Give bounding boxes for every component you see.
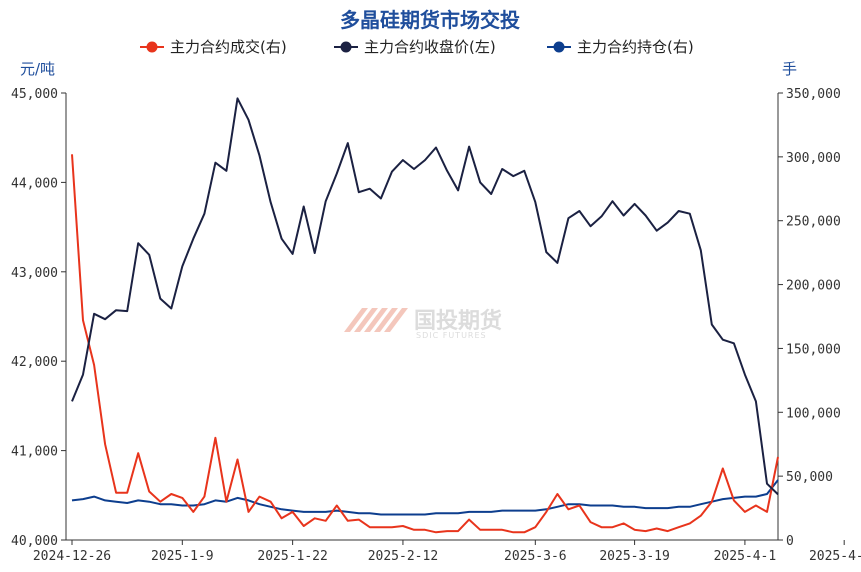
axes: 40,000 41,000 42,000 43,000 44,000 45,000 0 50,… <box>11 87 861 564</box>
x-tick-label: 2025-4-15 <box>809 549 861 564</box>
right-tick-label: 200,000 <box>786 279 841 294</box>
legend-item-close[interactable]: 主力合约收盘价(左) <box>334 38 496 56</box>
series-line-close <box>71 97 779 496</box>
legend-label-volume: 主力合约成交(右) <box>170 38 287 56</box>
x-tick-label: 2025-3-6 <box>504 549 567 564</box>
right-tick-label: 100,000 <box>786 406 841 421</box>
legend-label-open-interest: 主力合约持仓(右) <box>577 38 694 56</box>
right-axis-unit: 手 <box>782 60 797 78</box>
x-tick-label: 2025-1-22 <box>257 549 327 564</box>
watermark-stripes-icon <box>344 308 408 332</box>
right-tick-label: 50,000 <box>786 470 833 485</box>
left-tick-label: 45,000 <box>11 87 58 102</box>
x-tick-label: 2025-4-1 <box>714 549 777 564</box>
x-tick-label: 2025-1-9 <box>151 549 214 564</box>
left-tick-label: 44,000 <box>11 176 58 191</box>
svg-text:国投期货: 国投期货 <box>414 308 502 334</box>
right-tick-label: 350,000 <box>786 87 841 102</box>
legend-item-volume[interactable]: 主力合约成交(右) <box>140 38 287 56</box>
left-tick-label: 40,000 <box>11 534 58 549</box>
right-tick-label: 0 <box>786 534 794 549</box>
legend-item-open-interest[interactable]: 主力合约持仓(右) <box>547 38 694 56</box>
left-axis-unit: 元/吨 <box>20 60 55 78</box>
left-tick-label: 43,000 <box>11 266 58 281</box>
legend-label-close: 主力合约收盘价(左) <box>364 38 496 56</box>
left-tick-label: 42,000 <box>11 355 58 370</box>
x-tick-label: 2025-2-12 <box>368 549 438 564</box>
legend: 主力合约成交(右) 主力合约收盘价(左) 主力合约持仓(右) <box>140 38 694 56</box>
svg-text:SDIC FUTURES: SDIC FUTURES <box>416 331 487 340</box>
series-layer <box>71 97 779 534</box>
left-tick-label: 41,000 <box>11 445 58 460</box>
right-tick-label: 300,000 <box>786 151 841 166</box>
x-tick-label: 2024-12-26 <box>33 549 111 564</box>
x-tick-label: 2025-3-19 <box>599 549 669 564</box>
series-line-open-interest <box>71 479 779 516</box>
chart-title: 多晶硅期货市场交投 <box>340 8 520 32</box>
right-tick-label: 250,000 <box>786 215 841 230</box>
right-tick-label: 150,000 <box>786 342 841 357</box>
watermark-logo: 国投期货 SDIC FUTURES <box>344 308 502 340</box>
series-line-volume <box>71 154 779 534</box>
